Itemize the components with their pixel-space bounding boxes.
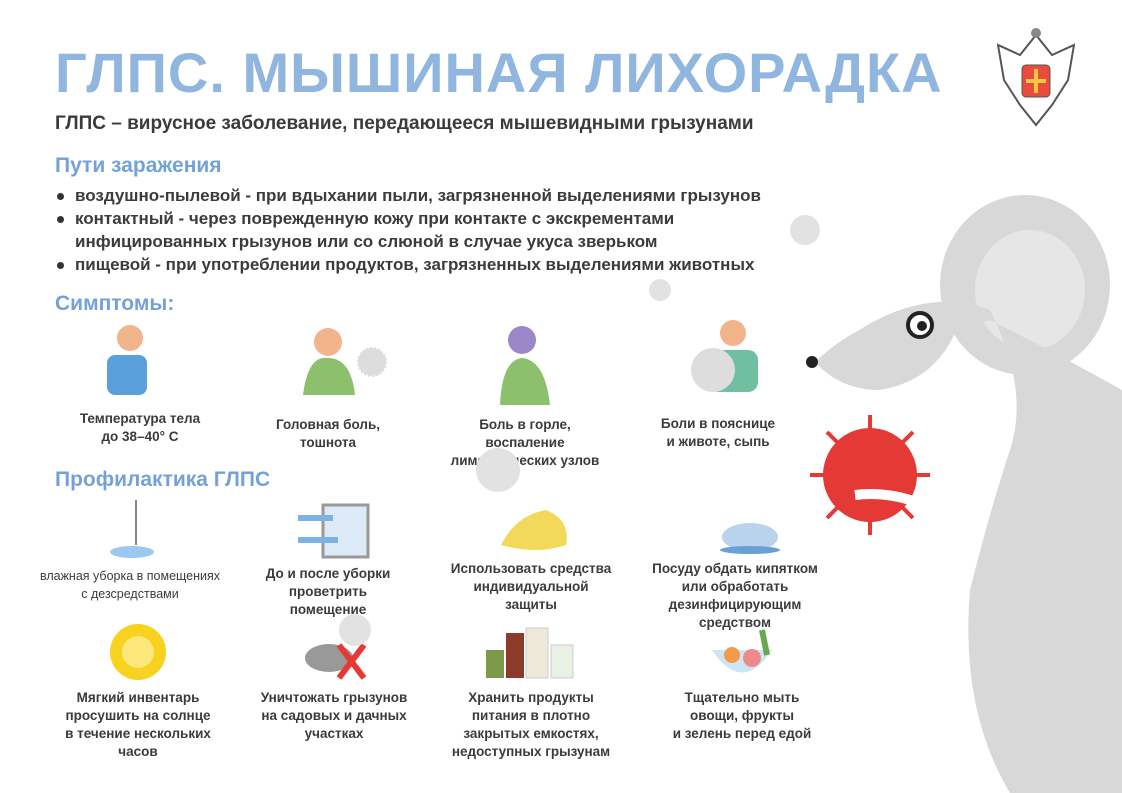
- subtitle: ГЛПС – вирусное заболевание, передающеес…: [55, 113, 754, 134]
- vegetable-bowl-icon: [712, 629, 772, 673]
- caption-line: или обработать: [681, 579, 789, 594]
- caption-line: и зелень перед едой: [672, 726, 812, 741]
- caption-line: Головная боль,: [276, 417, 380, 432]
- caption-line: до 38–40° С: [101, 429, 179, 444]
- caption-line: влажная уборка в помещениях: [39, 569, 221, 583]
- caption-line: тошнота: [299, 435, 357, 450]
- caption-line: Использовать средства: [450, 561, 612, 576]
- caption-line: воспаление: [485, 435, 565, 450]
- gloves-icon: [501, 510, 567, 550]
- routes-heading: Пути заражения: [55, 154, 222, 177]
- jars-icon: [486, 627, 574, 679]
- fever-person-icon: [107, 325, 147, 395]
- symptom-item: Головная боль, тошнота: [228, 320, 428, 460]
- caption-line: закрытых емкостях,: [463, 726, 599, 741]
- emblem-logo: [996, 28, 1076, 127]
- caption-line: участках: [304, 726, 364, 741]
- caption-line: недоступных грызунам: [451, 744, 611, 759]
- caption-line: дезинфицирующим: [668, 597, 802, 612]
- caption-line: Уничтожать грызунов: [260, 690, 408, 705]
- virus-particle-icon: [649, 279, 671, 301]
- page-title: ГЛПС. МЫШИНАЯ ЛИХОРАДКА: [55, 41, 943, 104]
- virus-particle-icon: [357, 347, 387, 377]
- symptom-item: Температура тела до 38–40° С: [40, 320, 240, 460]
- virus-icon: [810, 415, 935, 535]
- caption-line: Мягкий инвентарь: [76, 690, 200, 705]
- kettle-icon: [720, 523, 780, 554]
- symptoms-heading: Симптомы:: [55, 292, 175, 315]
- window-ventilation-icon: [298, 503, 370, 559]
- prevention-heading: Профилактика ГЛПС: [55, 468, 271, 491]
- caption-line: Посуду обдать кипятком: [652, 561, 818, 576]
- crossed-mouse-icon: [305, 643, 367, 680]
- route-item: воздушно-пылевой - при вдыхании пыли, за…: [55, 184, 895, 207]
- route-item: контактный - через поврежденную кожу при…: [55, 207, 815, 253]
- caption-line: помещение: [289, 602, 367, 617]
- route-item: пищевой - при употреблении продуктов, за…: [55, 253, 895, 276]
- virus-particle-icon: [790, 215, 820, 245]
- caption-line: Хранить продукты: [468, 690, 594, 705]
- sun-icon: [110, 624, 166, 680]
- caption-line: Боль в горле,: [479, 417, 571, 432]
- caption-line: и животе, сыпь: [666, 434, 770, 449]
- mop-icon: [110, 500, 154, 558]
- caption-line: на садовых и дачных: [261, 708, 407, 723]
- virus-particle-icon: [339, 614, 371, 646]
- caption-line: питания в плотно: [471, 708, 591, 723]
- caption-line: в течение нескольких: [65, 726, 211, 741]
- caption-line: защиты: [505, 597, 557, 612]
- caption-line: Температура тела: [79, 411, 201, 426]
- headache-person-icon: [303, 328, 355, 395]
- caption-line: проветрить: [288, 584, 368, 599]
- virus-particle-icon: [476, 448, 520, 492]
- mouse-illustration: [806, 195, 1122, 793]
- caption-line: с дезсредствами: [81, 587, 179, 601]
- routes-list: воздушно-пылевой - при вдыхании пыли, за…: [55, 184, 895, 276]
- caption-line: Тщательно мыть: [684, 690, 800, 705]
- caption-line: овощи, фрукты: [689, 708, 795, 723]
- caption-line: просушить на солнце: [65, 708, 211, 723]
- virus-particle-icon: [691, 348, 735, 392]
- caption-line: Боли в пояснице: [660, 416, 776, 431]
- caption-line: часов: [118, 744, 158, 759]
- caption-line: средством: [699, 615, 771, 630]
- caption-line: До и после уборки: [265, 566, 391, 581]
- sore-throat-person-icon: [500, 326, 550, 405]
- caption-line: индивидуальной: [473, 579, 589, 594]
- symptom-item: Боли в пояснице и животе, сыпь: [618, 315, 818, 455]
